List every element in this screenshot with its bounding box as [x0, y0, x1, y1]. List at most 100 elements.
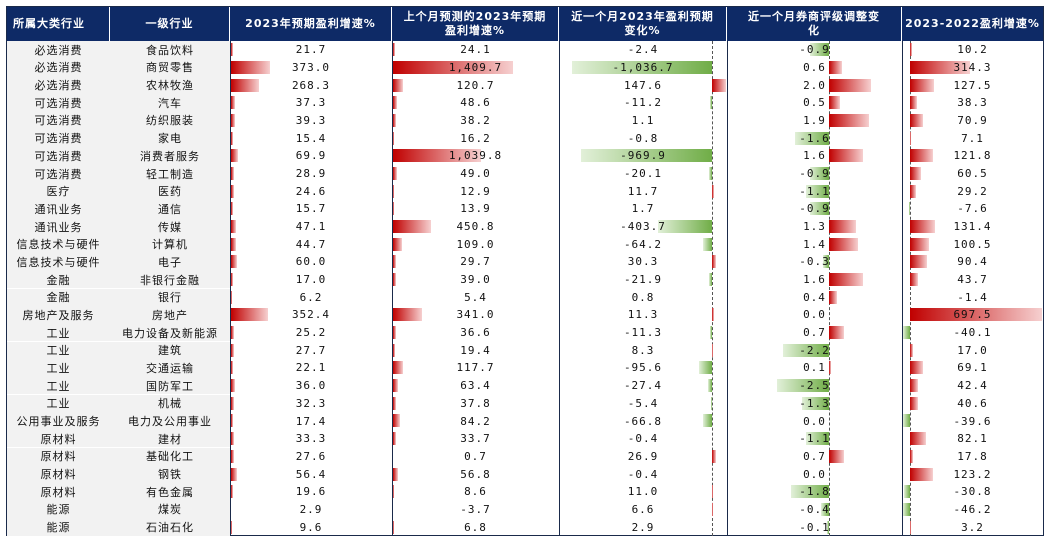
- value-bar: [810, 166, 829, 180]
- value-bar: [710, 96, 712, 110]
- value-label: 38.3: [957, 96, 988, 110]
- value-bar: [810, 202, 829, 216]
- value-label: 30.3: [627, 255, 659, 269]
- row-industry-label: 纺织服装: [110, 111, 230, 130]
- value-label: -1.1: [799, 432, 830, 446]
- header-c3: 近一个月2023年盈利预期 变化%: [559, 7, 727, 41]
- row-category-label: 房地产及服务: [7, 306, 110, 324]
- value-bar: [709, 273, 712, 287]
- row-industry-label: 轻工制造: [110, 164, 230, 183]
- value-label: 147.6: [623, 78, 663, 92]
- value-label: 69.9: [295, 149, 327, 163]
- value-bar: [393, 149, 482, 163]
- value-label: 26.9: [627, 449, 659, 463]
- column-divider: [392, 41, 393, 536]
- value-bar: [829, 60, 842, 74]
- value-bar: [393, 379, 399, 393]
- value-label: 6.2: [299, 290, 323, 304]
- value-bar: [393, 361, 403, 375]
- value-label: -40.1: [953, 326, 992, 340]
- value-label: 10.2: [957, 43, 988, 57]
- value-bar: [393, 166, 398, 180]
- value-label: 56.8: [460, 467, 491, 481]
- value-label: -2.5: [799, 379, 830, 393]
- value-label: 7.1: [961, 131, 984, 145]
- value-bar: [231, 432, 235, 446]
- value-label: 0.8: [631, 290, 655, 304]
- value-label: 70.9: [957, 113, 988, 127]
- row-industry-label: 农林牧渔: [110, 76, 230, 94]
- value-label: -11.2: [623, 96, 663, 110]
- value-label: 38.2: [460, 113, 491, 127]
- row-category-label: 可选消费: [7, 147, 110, 165]
- value-label: 17.4: [295, 414, 327, 428]
- value-label: 314.3: [953, 60, 992, 74]
- column-divider: [559, 41, 560, 536]
- value-label: 8.6: [464, 485, 487, 499]
- value-bar: [712, 184, 714, 198]
- row-industry-label: 食品饮料: [110, 41, 230, 59]
- value-label: 1.7: [631, 202, 655, 216]
- row-category-label: 公用事业及服务: [7, 412, 110, 430]
- value-bar: [231, 166, 235, 180]
- value-bar: [393, 202, 395, 216]
- value-label: 100.5: [953, 237, 992, 251]
- value-bar: [231, 255, 238, 269]
- value-bar: [393, 414, 401, 428]
- value-bar: [829, 78, 871, 92]
- value-bar: [712, 502, 713, 516]
- value-label: 1.1: [631, 113, 655, 127]
- value-bar: [231, 379, 235, 393]
- value-bar: [393, 520, 394, 534]
- value-label: -21.9: [623, 273, 663, 287]
- value-bar: [712, 78, 726, 92]
- value-label: -0.9: [799, 202, 830, 216]
- value-bar: [231, 449, 234, 463]
- value-label: 84.2: [460, 414, 491, 428]
- row-category-label: 工业: [7, 359, 110, 377]
- value-label: 90.4: [957, 255, 988, 269]
- value-label: -0.4: [627, 467, 659, 481]
- column-divider: [727, 41, 728, 536]
- value-label: -2.2: [799, 343, 830, 357]
- value-label: 24.1: [460, 43, 491, 57]
- row-industry-label: 国防军工: [110, 376, 230, 395]
- row-industry-label: 有色金属: [110, 483, 230, 501]
- value-bar: [829, 237, 859, 251]
- value-label: 28.9: [295, 167, 327, 180]
- value-label: -95.6: [623, 361, 663, 375]
- value-label: 36.6: [460, 326, 491, 340]
- value-bar: [805, 432, 829, 446]
- value-label: -0.4: [627, 432, 659, 446]
- value-label: 15.7: [295, 202, 327, 216]
- value-label: 44.7: [295, 237, 327, 251]
- row-industry-label: 机械: [110, 394, 230, 413]
- value-bar: [829, 273, 863, 287]
- value-label: -403.7: [620, 220, 666, 234]
- row-category-label: 医疗: [7, 182, 110, 200]
- value-bar: [393, 237, 403, 251]
- value-bar: [393, 255, 396, 269]
- row-industry-label: 建筑: [110, 341, 230, 360]
- row-industry-label: 煤炭: [110, 500, 230, 519]
- value-label: 11.7: [627, 184, 659, 198]
- value-bar: [699, 361, 712, 375]
- row-category-label: 可选消费: [7, 111, 110, 130]
- value-bar: [910, 308, 1042, 322]
- value-label: 117.7: [456, 361, 495, 375]
- value-label: 268.3: [291, 78, 331, 92]
- value-label: -27.4: [623, 379, 663, 393]
- value-bar: [910, 361, 924, 375]
- row-industry-label: 电子: [110, 253, 230, 271]
- zero-axis-line: [829, 41, 830, 536]
- value-bar: [910, 273, 919, 287]
- value-bar: [393, 326, 397, 340]
- row-industry-label: 计算机: [110, 235, 230, 253]
- value-label: 2.0: [803, 78, 826, 92]
- value-label: -0.8: [627, 131, 659, 145]
- value-bar: [702, 414, 712, 428]
- value-label: 1,409.7: [448, 60, 503, 74]
- value-label: 16.2: [460, 131, 491, 145]
- value-bar: [805, 184, 829, 198]
- header-c4-line1: 近一个月券商评级调整变: [748, 10, 880, 23]
